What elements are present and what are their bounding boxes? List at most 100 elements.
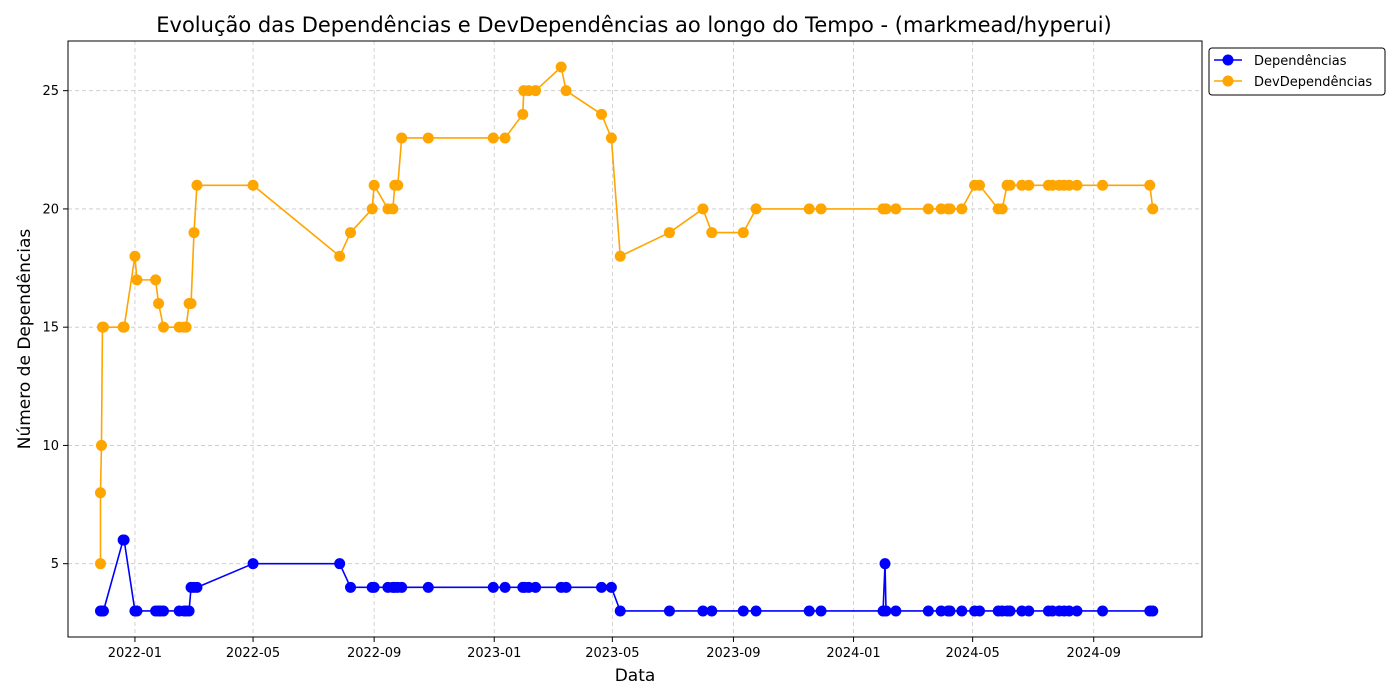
data-point-devdependencias xyxy=(922,203,934,215)
y-tick-label: 15 xyxy=(42,321,59,336)
data-point-devdependencias xyxy=(706,227,718,239)
data-point-devdependencias xyxy=(188,227,200,239)
data-point-dependencias xyxy=(605,581,617,593)
y-tick-label: 5 xyxy=(51,557,59,572)
data-point-devdependencias xyxy=(422,132,434,144)
data-point-dependencias xyxy=(750,605,762,617)
data-point-dependencias xyxy=(118,534,130,546)
series-dependencias xyxy=(94,534,1159,617)
data-point-devdependencias xyxy=(94,558,106,570)
legend-label-devdependencias: DevDependências xyxy=(1254,75,1372,90)
data-point-dependencias xyxy=(974,605,986,617)
data-point-devdependencias xyxy=(1004,179,1016,191)
y-tick-label: 25 xyxy=(42,84,59,99)
data-point-devdependencias xyxy=(95,439,107,451)
data-point-dependencias xyxy=(956,605,968,617)
data-point-dependencias xyxy=(560,581,572,593)
y-axis: 5 10 15 20 25 xyxy=(42,84,68,572)
data-point-devdependencias xyxy=(560,85,572,97)
data-point-dependencias xyxy=(131,605,143,617)
x-tick-label: 2022-01 xyxy=(108,646,162,661)
y-tick-label: 10 xyxy=(42,439,59,454)
data-point-dependencias xyxy=(345,581,357,593)
legend-label-dependencias: Dependências xyxy=(1254,54,1347,69)
data-point-dependencias xyxy=(803,605,815,617)
data-point-devdependencias xyxy=(974,179,986,191)
data-point-devdependencias xyxy=(387,203,399,215)
y-axis-label: Número de Dependências xyxy=(15,229,35,450)
data-point-devdependencias xyxy=(97,321,109,333)
data-point-devdependencias xyxy=(366,203,378,215)
chart-title: Evolução das Dependências e DevDependênc… xyxy=(156,13,1111,37)
data-point-dependencias xyxy=(1147,605,1159,617)
data-point-dependencias xyxy=(697,605,709,617)
x-tick-label: 2023-05 xyxy=(585,646,639,661)
data-point-devdependencias xyxy=(803,203,815,215)
data-point-dependencias xyxy=(880,605,892,617)
data-point-devdependencias xyxy=(890,203,902,215)
series-devdependencias xyxy=(94,61,1159,570)
data-point-dependencias xyxy=(1004,605,1016,617)
x-tick-label: 2023-01 xyxy=(467,646,521,661)
data-point-devdependencias xyxy=(1063,179,1075,191)
plot-frame xyxy=(67,40,1203,638)
x-tick-label: 2022-05 xyxy=(226,646,280,661)
data-point-dependencias xyxy=(183,605,195,617)
data-point-devdependencias xyxy=(368,179,380,191)
x-tick-label: 2022-09 xyxy=(347,646,401,661)
data-point-devdependencias xyxy=(737,227,749,239)
data-point-devdependencias xyxy=(944,203,956,215)
data-point-dependencias xyxy=(499,581,511,593)
data-point-devdependencias xyxy=(663,227,675,239)
data-point-devdependencias xyxy=(131,274,143,286)
data-point-devdependencias xyxy=(396,132,408,144)
data-point-dependencias xyxy=(368,581,380,593)
data-point-devdependencias xyxy=(880,203,892,215)
data-point-devdependencias xyxy=(94,487,106,499)
data-point-dependencias xyxy=(614,605,626,617)
data-point-dependencias xyxy=(247,558,259,570)
data-point-dependencias xyxy=(890,605,902,617)
data-point-dependencias xyxy=(663,605,675,617)
data-point-devdependencias xyxy=(334,250,346,262)
data-point-devdependencias xyxy=(157,321,169,333)
data-point-devdependencias xyxy=(605,132,617,144)
data-point-dependencias xyxy=(1097,605,1109,617)
data-point-devdependencias xyxy=(596,108,608,120)
data-point-devdependencias xyxy=(815,203,827,215)
data-point-devdependencias xyxy=(996,203,1008,215)
data-point-devdependencias xyxy=(150,274,162,286)
x-axis-label: Data xyxy=(615,666,656,686)
x-tick-label: 2024-01 xyxy=(826,646,880,661)
legend: Dependências DevDependências xyxy=(1208,47,1386,96)
data-point-devdependencias xyxy=(1071,179,1083,191)
legend-marker-devdependencias xyxy=(1222,75,1234,87)
data-point-dependencias xyxy=(815,605,827,617)
data-point-devdependencias xyxy=(392,179,404,191)
series-line-dependencias xyxy=(100,539,1153,612)
data-point-devdependencias xyxy=(555,61,567,73)
data-point-devdependencias xyxy=(1144,179,1156,191)
series-line-devdependencias xyxy=(99,66,1154,564)
data-point-dependencias xyxy=(1023,605,1035,617)
data-point-dependencias xyxy=(530,581,542,593)
y-tick-label: 20 xyxy=(42,202,59,217)
data-point-dependencias xyxy=(157,605,169,617)
data-point-dependencias xyxy=(97,605,109,617)
data-point-devdependencias xyxy=(345,227,357,239)
data-point-devdependencias xyxy=(180,321,192,333)
data-point-dependencias xyxy=(706,605,718,617)
data-point-devdependencias xyxy=(530,85,542,97)
data-point-dependencias xyxy=(1063,605,1075,617)
data-point-dependencias xyxy=(944,605,956,617)
data-point-devdependencias xyxy=(1023,179,1035,191)
data-point-devdependencias xyxy=(129,250,141,262)
data-point-devdependencias xyxy=(191,179,203,191)
data-point-devdependencias xyxy=(487,132,499,144)
x-axis: 2022-01 2022-05 2022-09 2023-01 2023-05 2023-… xyxy=(108,637,1121,661)
data-point-devdependencias xyxy=(247,179,259,191)
grid xyxy=(68,41,1202,637)
x-tick-label: 2024-09 xyxy=(1067,646,1121,661)
data-point-devdependencias xyxy=(118,321,130,333)
